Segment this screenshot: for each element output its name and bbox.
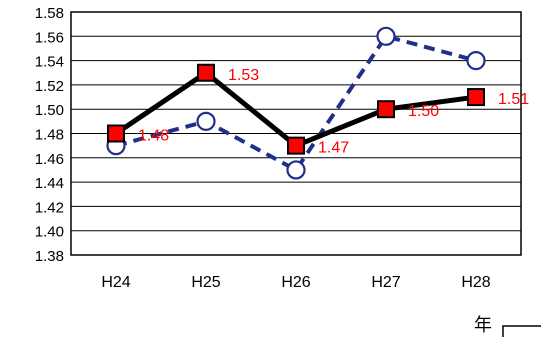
series-layer (106, 26, 486, 180)
x-tick-label: H26 (281, 274, 310, 291)
data-value-label: 1.48 (138, 128, 169, 145)
x-axis-title-bracket (502, 325, 541, 337)
data-point-square (107, 124, 125, 143)
plot-frame (70, 11, 522, 256)
data-point-square (287, 136, 305, 155)
y-tick-label: 1.58 (35, 5, 64, 22)
y-tick-label: 1.38 (35, 248, 64, 265)
y-tick-label: 1.44 (35, 175, 64, 192)
x-tick-label: H28 (461, 274, 490, 291)
x-tick-label: H24 (101, 274, 130, 291)
data-value-label: 1.51 (498, 91, 529, 108)
y-tick-label: 1.40 (35, 224, 64, 241)
y-tick-label: 1.46 (35, 151, 64, 168)
data-point-circle (466, 50, 486, 71)
y-tick-label: 1.50 (35, 102, 64, 119)
x-tick-label: H27 (371, 274, 400, 291)
data-point-square (377, 100, 395, 119)
data-point-circle (286, 160, 306, 180)
y-tick-label: 1.48 (35, 127, 64, 144)
x-axis-title: 年 (474, 315, 492, 336)
data-point-square (467, 88, 485, 107)
data-point-square (197, 63, 215, 82)
series-line (115, 33, 477, 173)
data-value-label: 1.50 (408, 103, 439, 120)
y-tick-label: 1.52 (35, 78, 64, 95)
labels-layer: 1.48 1.53 1.47 1.50 1.51 (138, 67, 529, 157)
data-point-circle (376, 26, 396, 46)
y-tick-label: 1.56 (35, 29, 64, 46)
data-value-label: 1.53 (228, 67, 259, 84)
data-value-label: 1.47 (318, 140, 349, 157)
data-point-circle (196, 111, 216, 131)
x-tick-label: H25 (191, 274, 220, 291)
axes-layer: 1.58 1.56 1.54 1.52 1.50 1.48 1.46 1.44 1.42 1.40… (35, 5, 522, 291)
y-tick-label: 1.42 (35, 199, 64, 216)
y-tick-label: 1.54 (35, 54, 64, 71)
